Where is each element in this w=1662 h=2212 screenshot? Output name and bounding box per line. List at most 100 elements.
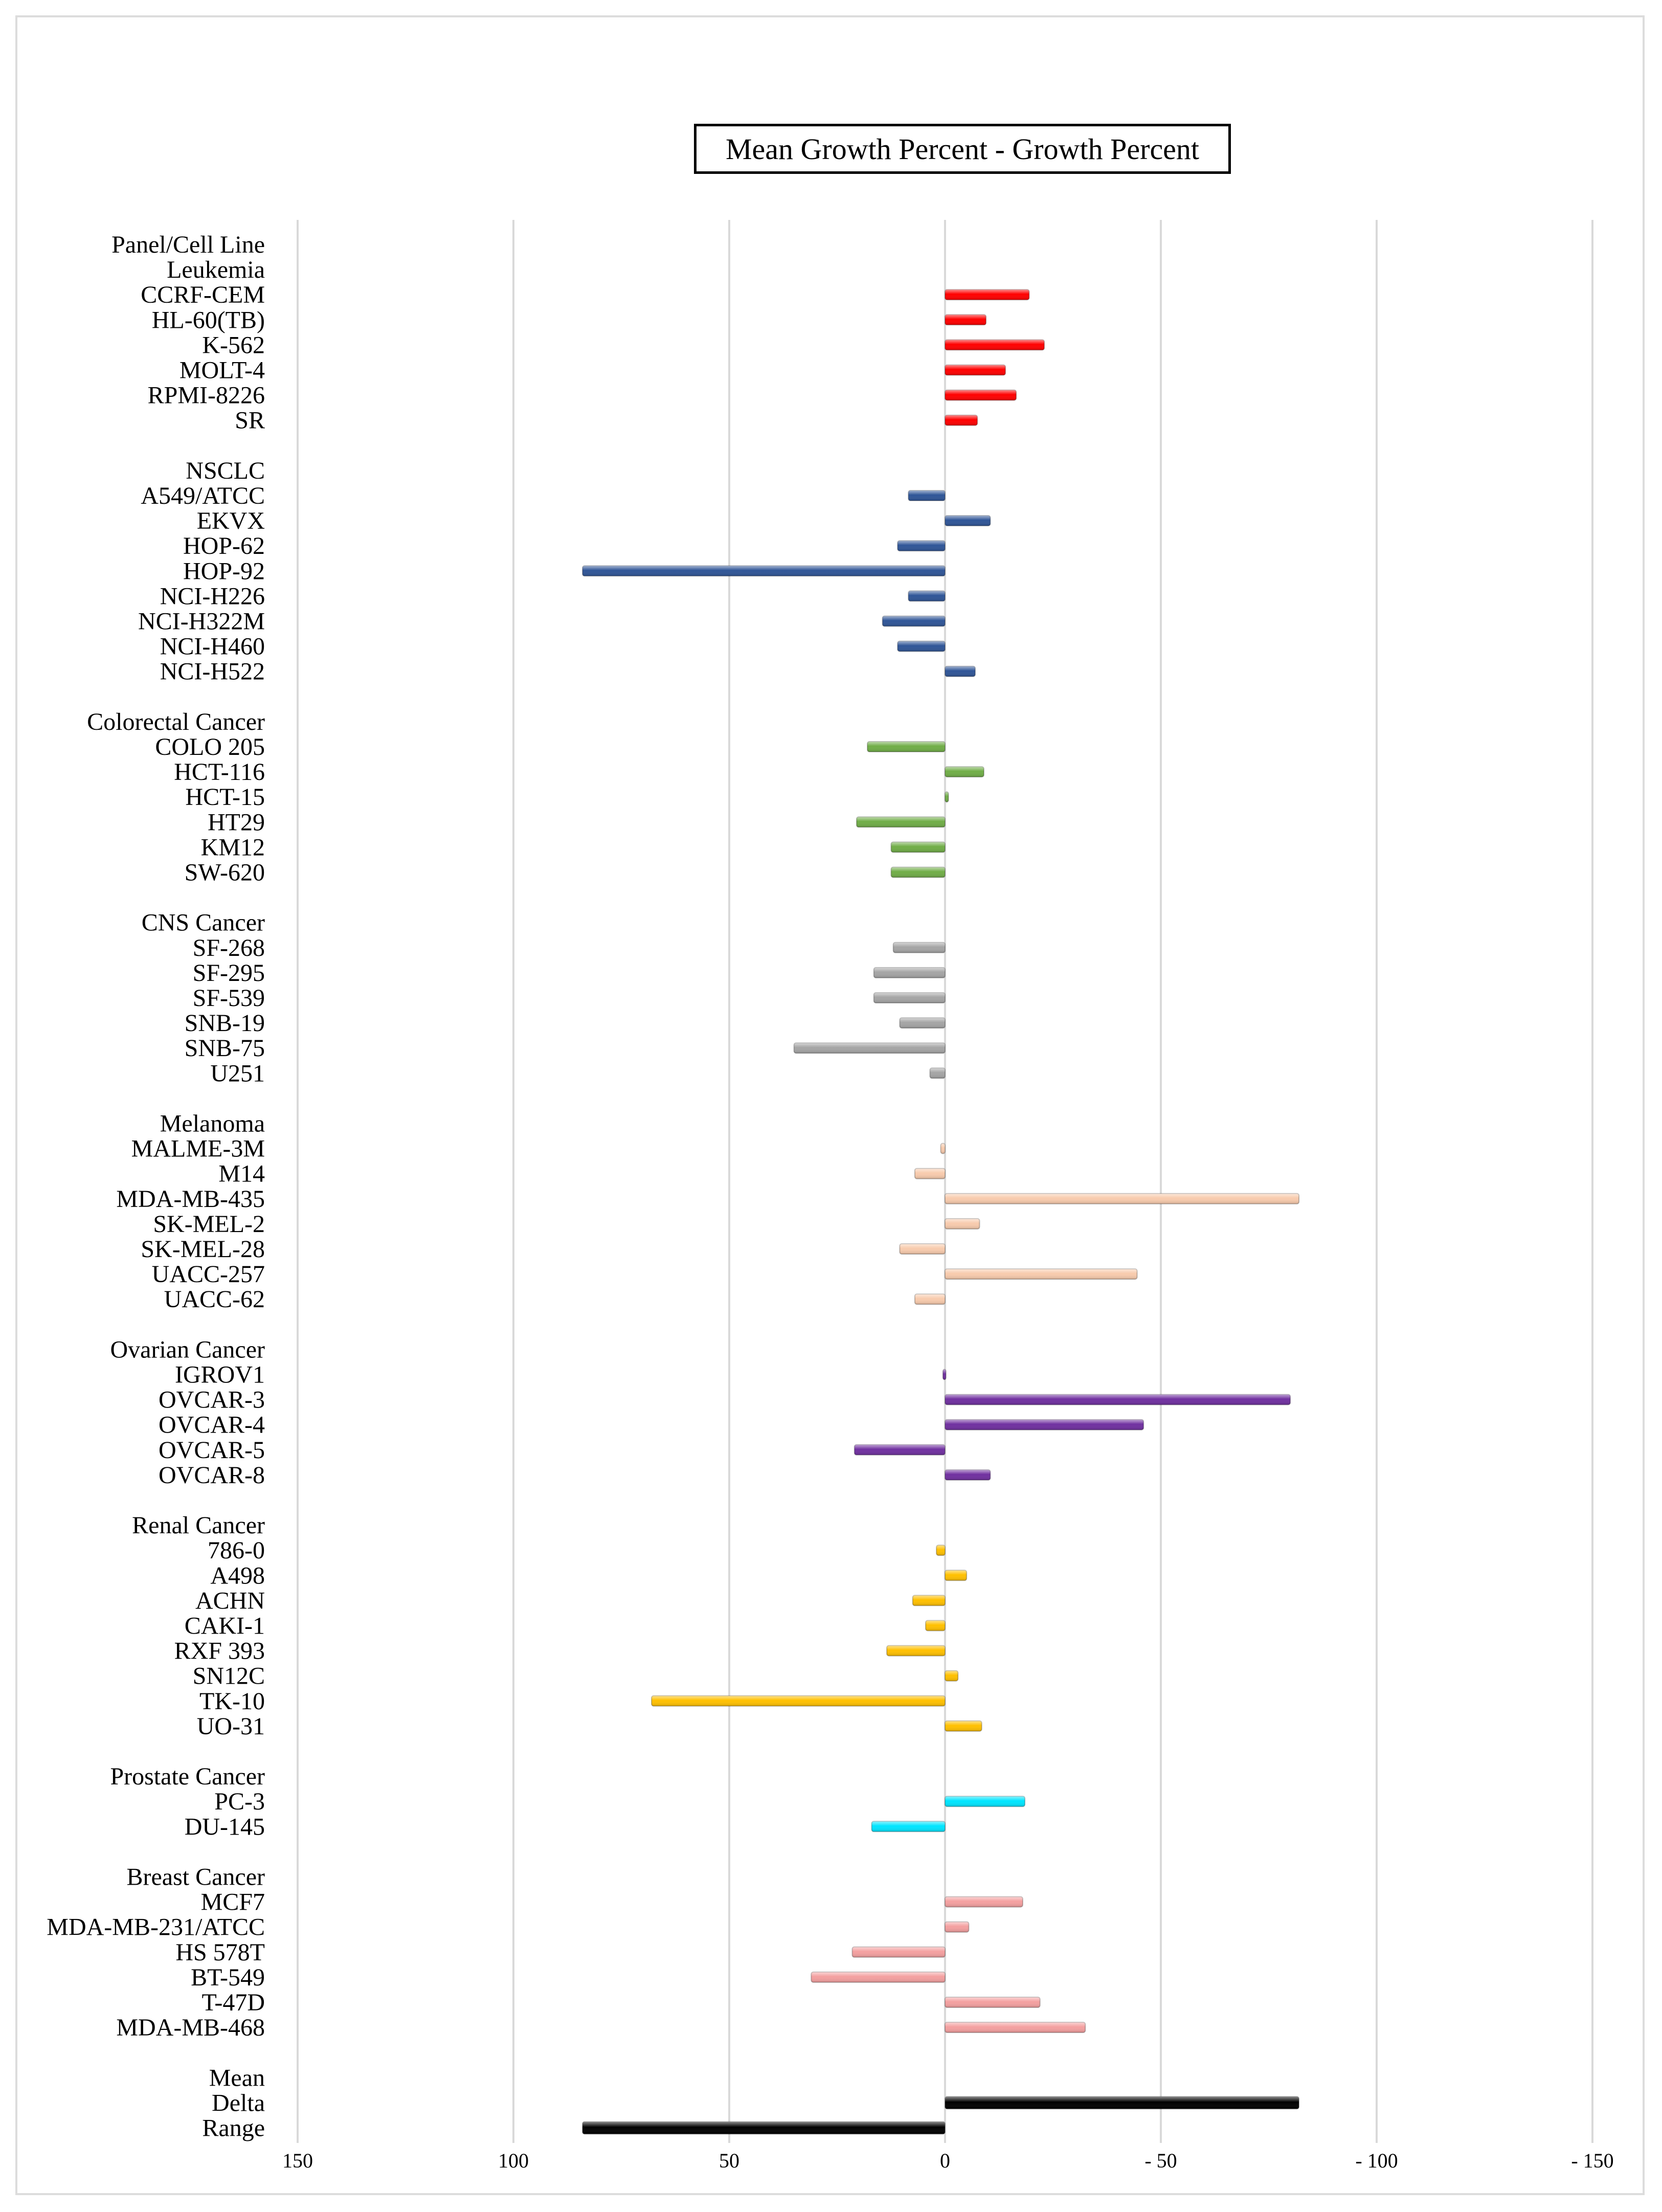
bar-hct-116 [945,766,984,778]
bar-sr [945,414,978,426]
cell-line-label-caki-1: CAKI-1 [185,1613,265,1640]
bar-mcf7 [945,1896,1023,1908]
bar-mda-mb-468 [945,2022,1086,2034]
cell-line-label-range: Range [202,2115,265,2142]
cell-line-label-a498: A498 [210,1562,265,1589]
cell-line-label-nci-h522: NCI-H522 [160,658,265,685]
bar-series [582,289,1300,2135]
cell-line-label-u251: U251 [210,1060,265,1087]
cell-line-label-sf-268: SF-268 [193,934,265,962]
cell-line-label-ovcar-3: OVCAR-3 [159,1387,265,1414]
bar-nci-h522 [945,665,976,677]
cell-line-label-hct-116: HCT-116 [174,758,265,786]
bar-uacc-257 [945,1268,1138,1280]
bar-m14 [914,1168,946,1179]
cell-line-label-nci-h322m: NCI-H322M [138,608,265,635]
cell-line-label-a549-atcc: A549/ATCC [141,482,265,509]
cell-line-label-mean: Mean [209,2064,265,2091]
cell-line-label-du-145: DU-145 [185,1813,265,1840]
cell-line-label-ovcar-4: OVCAR-4 [159,1412,265,1439]
panel-label-nsclc: NSCLC [186,457,265,484]
cell-line-label-t-47d: T-47D [201,1989,265,2016]
bar-achn [912,1595,946,1606]
bar-hct-15 [945,791,949,803]
bar-sf-539 [873,992,946,1003]
bar-ovcar-5 [854,1444,946,1456]
cell-line-label-hop-62: HOP-62 [183,532,265,560]
bar-delta [945,2096,1300,2110]
cell-line-label-sr: SR [235,407,265,434]
cell-line-label-nci-h226: NCI-H226 [160,583,265,610]
cell-line-label-ht29: HT29 [208,809,265,836]
cell-line-label-snb-19: SNB-19 [185,1010,265,1037]
panel-label-leukemia: Leukemia [167,256,265,283]
bar-snb-75 [793,1042,946,1054]
cell-line-label-sk-mel-28: SK-MEL-28 [141,1236,265,1263]
cell-line-label-sf-295: SF-295 [193,959,265,987]
bar-hs-578t [851,1946,946,1958]
bar-uacc-62 [914,1293,946,1305]
bar-km12 [890,841,946,853]
cell-line-label-igrov1: IGROV1 [175,1361,265,1389]
bar-hop-92 [582,565,946,577]
bar-ht29 [856,816,946,828]
cell-line-label-tk-10: TK-10 [199,1688,265,1715]
bar-786-0 [936,1545,946,1556]
cell-line-label-nci-h460: NCI-H460 [160,633,265,660]
bar-du-145 [871,1821,946,1833]
cell-line-label-sk-mel-2: SK-MEL-2 [153,1211,265,1238]
bar-ovcar-8 [945,1469,991,1481]
panel-label-colorectal-cancer: Colorectal Cancer [87,708,265,735]
cell-line-label-snb-75: SNB-75 [185,1035,265,1062]
cell-line-label-mcf7: MCF7 [201,1889,265,1916]
cell-line-label-achn: ACHN [195,1587,265,1614]
bar-colo-205 [867,741,946,752]
x-tick-0: 0 [940,2149,950,2172]
bar-t-47d [945,1997,1041,2008]
bar-molt-4 [945,364,1006,376]
panel-label-melanoma: Melanoma [160,1110,265,1137]
bar-sf-295 [873,967,946,978]
cell-line-label-m14: M14 [218,1160,265,1188]
bar-ovcar-3 [945,1394,1291,1405]
bar-nci-h460 [897,640,946,652]
row-labels: Panel/Cell LineLeukemiaCCRF-CEMHL-60(TB)… [47,231,265,2142]
cell-line-label-hop-92: HOP-92 [183,557,265,585]
bar-range [582,2121,946,2135]
cell-line-label-molt-4: MOLT-4 [179,357,265,384]
bar-a549-atcc [908,490,946,501]
chart-frame [15,15,1645,2195]
panel-label-cns-cancer: CNS Cancer [142,909,265,936]
x-tick-150: 150 [282,2149,313,2172]
bar-rxf-393 [886,1645,946,1657]
panel-label-ovarian-cancer: Ovarian Cancer [110,1336,265,1363]
cell-line-label-delta: Delta [212,2089,265,2116]
bar-a498 [945,1570,968,1581]
cell-line-label-rpmi-8226: RPMI-8226 [148,382,265,409]
cell-line-label-ekvx: EKVX [197,507,265,534]
bar-uo-31 [945,1720,982,1732]
cell-line-label-mda-mb-468: MDA-MB-468 [116,2014,265,2041]
cell-line-label-hct-15: HCT-15 [185,784,265,811]
chart-title: Mean Growth Percent - Growth Percent [694,124,1231,174]
bar-ccrf-cem [945,289,1030,301]
bar-sf-268 [892,942,946,953]
bar-sk-mel-2 [945,1218,980,1230]
cell-line-label-colo-205: COLO 205 [155,733,265,761]
cell-line-label-sw-620: SW-620 [185,859,265,886]
bar-igrov1 [942,1369,947,1380]
panel-label-breast-cancer: Breast Cancer [126,1864,265,1891]
bar-snb-19 [899,1017,946,1029]
bar-pc-3 [945,1796,1026,1807]
panel-label-renal-cancer: Renal Cancer [132,1512,265,1539]
x-tick-50: 50 [719,2149,739,2172]
bar-rpmi-8226 [945,389,1017,401]
bar-ekvx [945,515,991,527]
gridlines [297,220,1593,2143]
bar-ovcar-4 [945,1419,1144,1431]
cell-line-label-rxf-393: RXF 393 [174,1638,265,1665]
cell-line-label-mda-mb-231-atcc: MDA-MB-231/ATCC [47,1914,265,1941]
cell-line-label-ccrf-cem: CCRF-CEM [141,281,265,308]
cell-line-label-uacc-62: UACC-62 [164,1286,265,1313]
bar-u251 [929,1067,946,1079]
